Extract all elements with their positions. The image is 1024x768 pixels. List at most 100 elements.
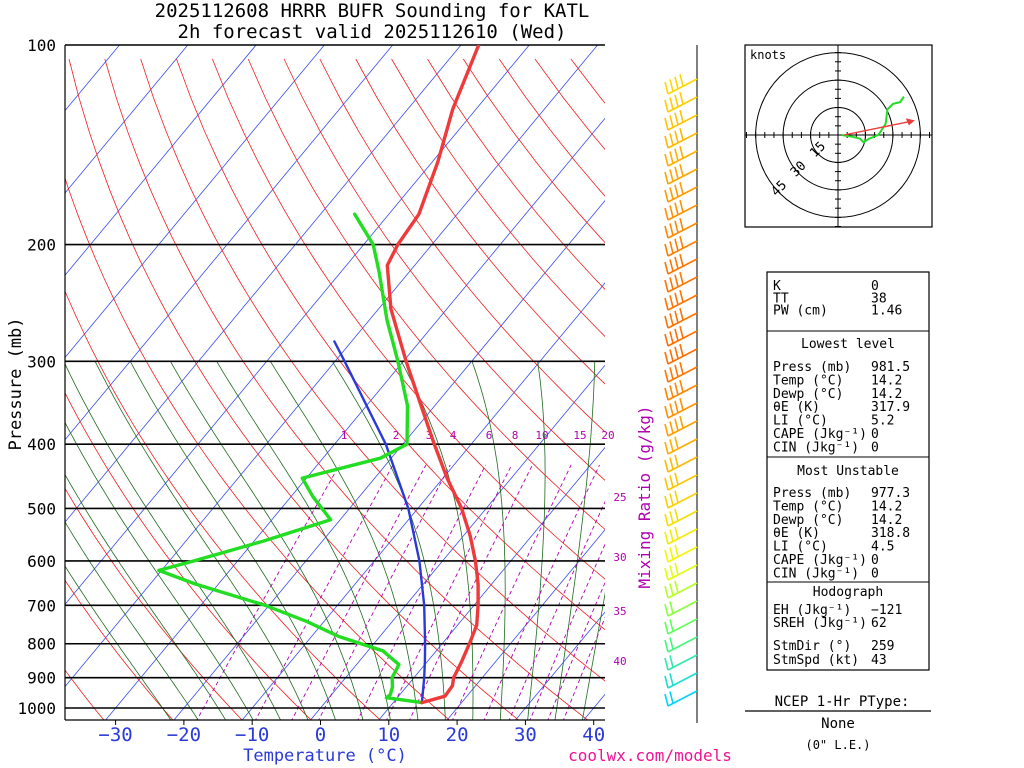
wind-barb: [664, 508, 698, 527]
index-label: SREH (Jkg⁻¹): [773, 616, 867, 631]
x-tick-label: 40: [582, 724, 605, 746]
dry-adiabat-line: [65, 579, 174, 720]
pressure-tick-label: 800: [27, 635, 56, 654]
indices-table: K 0 TT 38 PW (cm) 1.46 Lowest level Press (mb) 9…: [767, 279, 929, 668]
index-value: −121: [871, 603, 902, 618]
dry-adiabat-line: [176, 58, 605, 631]
index-value: 1.46: [871, 304, 902, 319]
mixing-ratio-line: [547, 581, 605, 720]
isotherm-line: [65, 45, 599, 688]
y-axis-label: Pressure (mb): [6, 317, 26, 450]
x-axis-label: Temperature (°C): [243, 746, 407, 766]
x-tick-label: −20: [167, 724, 201, 746]
moist-adiabat-line: [65, 473, 227, 720]
index-label: Press (mb): [773, 360, 851, 375]
ptype-value: None: [821, 716, 855, 732]
index-label: Temp (°C): [773, 373, 843, 388]
wind-barb: [664, 454, 698, 473]
moist-adiabat-line: [331, 361, 446, 720]
wind-barb: [664, 436, 698, 455]
index-label: K: [773, 279, 781, 294]
index-value: 62: [871, 616, 887, 631]
mixing-ratio-value-label: 4: [450, 429, 457, 442]
pressure-tick-label: 500: [27, 499, 56, 518]
x-tick-label: −10: [235, 724, 269, 746]
mixing-ratio-line: [318, 464, 451, 720]
index-value: 317.9: [871, 400, 910, 415]
index-label: LI (°C): [773, 414, 828, 429]
dry-adiabat-line: [68, 58, 520, 720]
storm-motion-vector: [843, 120, 911, 136]
credit-text: coolwx.com/models: [568, 746, 732, 765]
isotherms: [65, 45, 605, 720]
wind-barb: [664, 218, 698, 239]
wind-barb: [664, 544, 698, 563]
moist-adiabat-line: [554, 361, 596, 720]
moist-adiabats: [65, 361, 605, 720]
pressure-tick-label: 600: [27, 552, 56, 571]
moist-adiabat-line: [65, 565, 172, 720]
ptype-amount: (0" L.E.): [805, 738, 870, 752]
index-label: StmDir (°): [773, 639, 851, 654]
wind-barb: [664, 92, 698, 113]
index-value: 259: [871, 639, 894, 654]
isotherm-line: [65, 45, 325, 359]
dry-adiabat-line: [212, 58, 605, 580]
mixing-ratio-line: [508, 500, 605, 720]
wind-barb: [664, 416, 698, 437]
index-label: CAPE (Jkg⁻¹): [773, 553, 867, 568]
wind-barb: [664, 272, 698, 293]
axis-ticks: −30 −20 −10 0 10 20 30 40: [98, 720, 605, 746]
dry-adiabat-line: [355, 58, 605, 385]
wind-barb: [664, 380, 698, 401]
mixing-ratio-value-label: 35: [613, 605, 626, 618]
dry-adiabat-line: [462, 58, 605, 244]
wind-barb: [664, 580, 698, 599]
mixing-ratio-labels: 1 2 3 4 6 8 10 15 20 25 30 35 40: [341, 429, 627, 668]
isotherm-line: [514, 611, 605, 720]
isotherm-line: [65, 45, 530, 606]
isotherm-line: [446, 529, 605, 720]
dry-adiabat-line: [283, 58, 605, 481]
moist-adiabat-line: [129, 361, 336, 720]
pressure-tick-label: 900: [27, 669, 56, 688]
mixing-ratio-value-label: 25: [613, 491, 626, 504]
ptype-panel: NCEP 1-Hr PType: None (0" L.E.): [745, 694, 931, 752]
moist-adiabat-line: [94, 361, 309, 720]
parcel-path-line: [333, 340, 427, 704]
index-value: 43: [871, 653, 887, 668]
dry-adiabat-line: [140, 58, 605, 682]
moist-adiabat-line: [527, 361, 546, 720]
mixing-ratio-axis-label: Mixing Ratio (g/kg): [635, 405, 654, 588]
indices-panel: [766, 271, 930, 671]
wind-barb: [664, 146, 698, 167]
index-label: TT: [773, 291, 789, 306]
mixing-ratio-value-label: 20: [601, 429, 614, 442]
x-tick-label: −30: [98, 724, 132, 746]
index-section-title: Lowest level: [801, 337, 895, 352]
wind-barb: [664, 562, 698, 581]
mixing-ratio-value-label: 30: [613, 551, 626, 564]
mixing-ratio-value-label: 10: [535, 429, 548, 442]
wind-barb: [664, 600, 698, 617]
mixing-ratio-value-label: 8: [512, 429, 519, 442]
ptype-title: NCEP 1-Hr PType:: [775, 694, 910, 710]
index-label: StmSpd (kt): [773, 653, 859, 668]
index-value: 0: [871, 279, 879, 294]
hodograph-trace: [841, 96, 905, 144]
mixing-ratio-lines: [196, 464, 605, 720]
mixing-ratio-value-label: 1: [341, 429, 348, 442]
pressure-tick-label: 100: [27, 36, 56, 55]
dry-adiabat-line: [319, 58, 605, 433]
index-value: 14.2: [871, 373, 902, 388]
hodograph-units-label: knots: [750, 48, 786, 62]
index-value: 14.2: [871, 499, 902, 514]
dry-adiabat-line: [65, 392, 312, 720]
index-value: 0: [871, 553, 879, 568]
mixing-ratio-line: [357, 464, 487, 720]
wind-barb: [664, 290, 698, 311]
isotherm-line: [65, 45, 257, 276]
dry-adiabat-line: [65, 290, 381, 720]
wind-barb: [664, 182, 698, 203]
index-value: 14.2: [871, 387, 902, 402]
